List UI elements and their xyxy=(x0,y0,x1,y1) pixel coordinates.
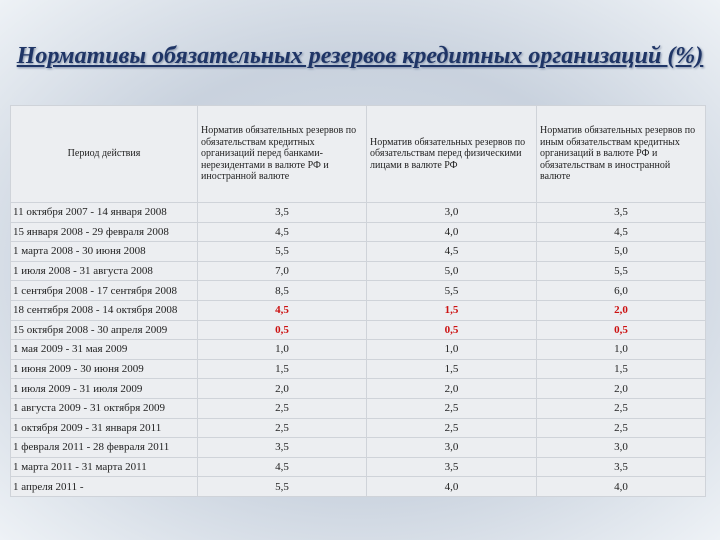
value-cell: 3,0 xyxy=(366,202,537,223)
table-row: 18 сентября 2008 - 14 октября 2008 4,5 1,5… xyxy=(10,299,706,321)
value-cell: 5,5 xyxy=(197,476,367,497)
table-row: 1 октября 2009 - 31 января 2011 2,5 2,5 2,5 xyxy=(10,417,706,439)
value-cell: 2,5 xyxy=(366,417,537,439)
value-cell: 2,5 xyxy=(197,417,367,439)
value-cell: 4,0 xyxy=(536,476,706,497)
value-cell: 1,0 xyxy=(366,339,537,360)
value-cell: 5,5 xyxy=(536,260,706,282)
value-cell: 3,0 xyxy=(366,437,537,458)
value-cell: 1,5 xyxy=(197,358,367,380)
table-row: 1 июля 2009 - 31 июля 2009 2,0 2,0 2,0 xyxy=(10,378,706,399)
value-cell: 0,5 xyxy=(197,319,367,341)
value-cell: 1,0 xyxy=(536,339,706,360)
table-row: 1 сентября 2008 - 17 сентября 2008 8,5 5,5… xyxy=(10,280,706,301)
value-cell: 4,0 xyxy=(366,476,537,497)
value-cell: 2,5 xyxy=(197,397,367,419)
value-cell: 1,5 xyxy=(536,358,706,380)
period-cell: 1 марта 2011 - 31 марта 2011 xyxy=(10,456,198,478)
value-cell: 6,0 xyxy=(536,280,706,301)
period-cell: 1 августа 2009 - 31 октября 2009 xyxy=(10,397,198,419)
value-cell: 0,5 xyxy=(366,319,537,341)
table-row: 15 октября 2008 - 30 апреля 2009 0,5 0,5 0,… xyxy=(10,319,706,341)
value-cell: 4,5 xyxy=(197,456,367,478)
value-cell: 5,5 xyxy=(197,241,367,262)
table-row: 1 июня 2009 - 30 июня 2009 1,5 1,5 1,5 xyxy=(10,358,706,380)
value-cell: 8,5 xyxy=(197,280,367,301)
value-cell: 4,5 xyxy=(536,221,706,243)
value-cell: 4,5 xyxy=(197,299,367,321)
table-row: 1 мая 2009 - 31 мая 2009 1,0 1,0 1,0 xyxy=(10,339,706,360)
period-cell: 1 марта 2008 - 30 июня 2008 xyxy=(10,241,198,262)
value-cell: 2,0 xyxy=(536,378,706,399)
period-cell: 1 июля 2008 - 31 августа 2008 xyxy=(10,260,198,282)
value-cell: 2,0 xyxy=(536,299,706,321)
period-cell: 18 сентября 2008 - 14 октября 2008 xyxy=(10,299,198,321)
reserve-table: Период действия Норматив обязательных рез… xyxy=(10,105,706,497)
period-cell: 1 февраля 2011 - 28 февраля 2011 xyxy=(10,437,198,458)
period-cell: 1 сентября 2008 - 17 сентября 2008 xyxy=(10,280,198,301)
value-cell: 5,5 xyxy=(366,280,537,301)
value-cell: 0,5 xyxy=(536,319,706,341)
table-row: 1 февраля 2011 - 28 февраля 2011 3,5 3,0 3,… xyxy=(10,437,706,458)
period-cell: 1 октября 2009 - 31 января 2011 xyxy=(10,417,198,439)
value-cell: 2,5 xyxy=(536,417,706,439)
slide-title: Нормативы обязательных резервов кредитны… xyxy=(16,43,704,69)
value-cell: 4,5 xyxy=(366,241,537,262)
header-row: Период действия Норматив обязательных рез… xyxy=(10,105,706,203)
table-row: 1 августа 2009 - 31 октября 2009 2,5 2,5 2,… xyxy=(10,397,706,419)
table-row: 11 октября 2007 - 14 января 2008 3,5 3,0 3,… xyxy=(10,202,706,223)
period-cell: 1 июля 2009 - 31 июля 2009 xyxy=(10,378,198,399)
value-cell: 2,5 xyxy=(366,397,537,419)
table-row: 1 апреля 2011 -5,5 4,0 4,0 xyxy=(10,476,706,497)
value-cell: 4,5 xyxy=(197,221,367,243)
table-row: 1 марта 2008 - 30 июня 2008 5,5 4,5 5,0 xyxy=(10,241,706,262)
value-cell: 3,5 xyxy=(197,437,367,458)
value-cell: 1,0 xyxy=(197,339,367,360)
value-cell: 3,0 xyxy=(536,437,706,458)
value-cell: 2,0 xyxy=(366,378,537,399)
table-row: 1 марта 2011 - 31 марта 2011 4,5 3,5 3,5 xyxy=(10,456,706,478)
period-cell: 15 октября 2008 - 30 апреля 2009 xyxy=(10,319,198,341)
column-header: Норматив обязательных резервов по обязат… xyxy=(197,105,367,203)
table-body: 11 октября 2007 - 14 января 2008 3,5 3,0 3,… xyxy=(10,202,706,497)
column-header: Норматив обязательных резервов по обязат… xyxy=(366,105,537,203)
column-header: Норматив обязательных резервов по иным о… xyxy=(536,105,706,203)
period-cell: 11 октября 2007 - 14 января 2008 xyxy=(10,202,198,223)
value-cell: 4,0 xyxy=(366,221,537,243)
period-cell: 1 апреля 2011 - xyxy=(10,476,198,497)
period-cell: 1 июня 2009 - 30 июня 2009 xyxy=(10,358,198,380)
value-cell: 3,5 xyxy=(366,456,537,478)
value-cell: 7,0 xyxy=(197,260,367,282)
value-cell: 3,5 xyxy=(536,456,706,478)
value-cell: 1,5 xyxy=(366,358,537,380)
value-cell: 1,5 xyxy=(366,299,537,321)
column-header: Период действия xyxy=(10,105,198,203)
value-cell: 5,0 xyxy=(536,241,706,262)
table-row: 1 июля 2008 - 31 августа 2008 7,0 5,0 5,5 xyxy=(10,260,706,282)
period-cell: 15 января 2008 - 29 февраля 2008 xyxy=(10,221,198,243)
value-cell: 2,0 xyxy=(197,378,367,399)
value-cell: 5,0 xyxy=(366,260,537,282)
value-cell: 2,5 xyxy=(536,397,706,419)
period-cell: 1 мая 2009 - 31 мая 2009 xyxy=(10,339,198,360)
table-row: 15 января 2008 - 29 февраля 2008 4,5 4,0 4,… xyxy=(10,221,706,243)
value-cell: 3,5 xyxy=(536,202,706,223)
value-cell: 3,5 xyxy=(197,202,367,223)
